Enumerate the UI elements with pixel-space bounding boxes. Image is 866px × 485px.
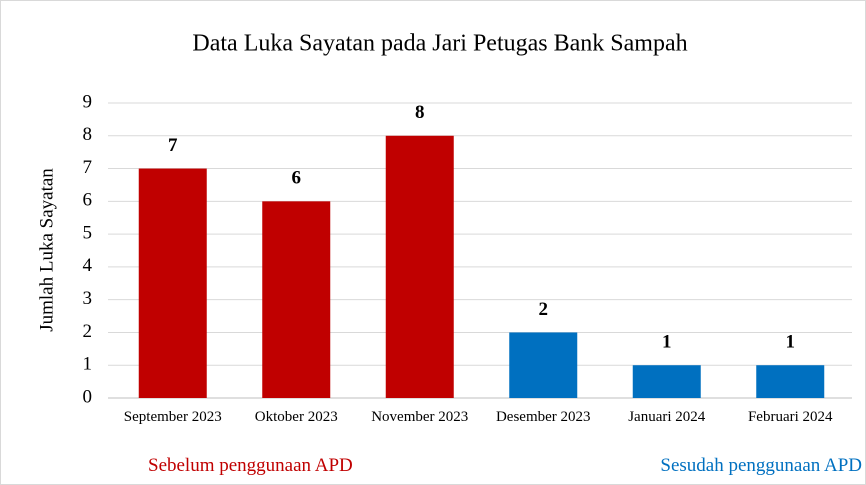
- y-axis-label: Jumlah Luka Sayatan: [36, 168, 57, 332]
- y-tick-label: 0: [83, 386, 93, 407]
- y-tick-label: 6: [83, 190, 93, 211]
- bar: [385, 135, 454, 398]
- x-tick-label: September 2023: [123, 409, 222, 425]
- data-label: 7: [168, 135, 178, 156]
- y-tick-label: 8: [83, 124, 93, 145]
- x-tick-label: Desember 2023: [495, 409, 591, 425]
- bar: [138, 168, 207, 398]
- data-label: 8: [415, 102, 425, 123]
- chart-title: Data Luka Sayatan pada Jari Petugas Bank…: [192, 31, 687, 57]
- x-tick-label: Januari 2024: [628, 409, 706, 425]
- bar: [262, 201, 331, 398]
- y-tick-label: 9: [83, 91, 93, 112]
- y-tick-label: 5: [83, 222, 93, 243]
- annotation: Sesudah penggunaan APD: [660, 455, 862, 476]
- data-label: 1: [662, 332, 672, 353]
- bar: [632, 365, 701, 398]
- x-tick-label: November 2023: [371, 409, 469, 425]
- x-tick-label: Oktober 2023: [254, 409, 338, 425]
- y-tick-label: 2: [83, 321, 93, 342]
- data-label: 2: [539, 299, 549, 320]
- bar: [509, 332, 578, 398]
- data-label: 1: [786, 332, 796, 353]
- annotation: Sebelum penggunaan APD: [148, 455, 353, 476]
- bar: [756, 365, 825, 398]
- data-label: 6: [292, 168, 302, 189]
- x-tick-label: Februari 2024: [747, 409, 833, 425]
- y-tick-label: 1: [83, 354, 93, 375]
- y-tick-label: 4: [83, 255, 93, 276]
- y-tick-label: 3: [83, 288, 93, 309]
- y-tick-label: 7: [83, 157, 93, 178]
